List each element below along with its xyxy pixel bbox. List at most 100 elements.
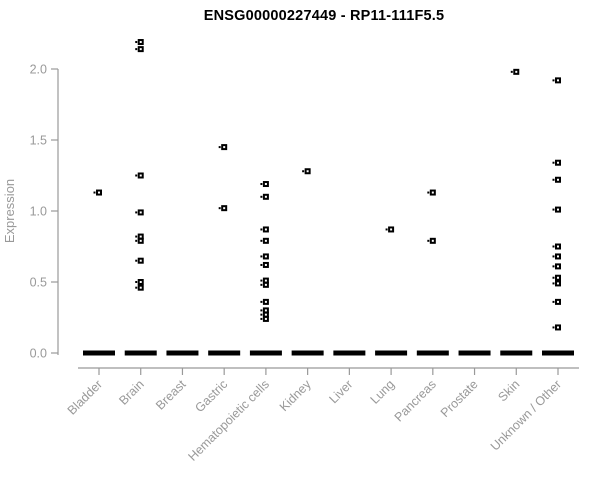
data-point — [302, 168, 311, 175]
x-category-label: Prostate — [438, 377, 481, 420]
data-point — [135, 237, 144, 244]
zero-cluster-dash — [249, 350, 282, 356]
data-point — [552, 298, 561, 305]
x-category-label: Brain — [116, 377, 147, 408]
zero-cluster-dash — [208, 350, 241, 356]
y-axis-title: Expression — [2, 179, 17, 243]
point-left-tick — [260, 195, 263, 198]
point-center — [223, 146, 226, 149]
point-center — [264, 300, 267, 303]
point-center — [557, 300, 559, 303]
point-center — [557, 161, 559, 164]
data-point — [260, 193, 269, 200]
data-point — [135, 172, 144, 179]
zero-cluster-dash — [375, 350, 408, 356]
point-center — [264, 279, 267, 282]
zero-cluster-dash — [333, 350, 366, 356]
zero-cluster-dash — [500, 350, 533, 356]
point-center — [264, 255, 267, 258]
data-point — [552, 243, 561, 250]
y-tick-label: 0.0 — [30, 347, 47, 361]
points-layer — [83, 39, 574, 356]
data-point — [260, 181, 269, 188]
point-left-tick — [135, 259, 138, 262]
point-center — [264, 313, 267, 316]
data-point — [260, 298, 269, 305]
point-left-tick — [260, 263, 263, 266]
point-center — [390, 228, 393, 231]
point-center — [139, 235, 142, 238]
point-left-tick — [552, 276, 555, 279]
data-point — [552, 263, 561, 270]
point-center — [139, 41, 142, 44]
data-point — [260, 226, 269, 233]
data-point — [135, 279, 144, 285]
point-center — [306, 170, 309, 173]
x-category-label: Bladder — [65, 377, 105, 417]
data-point — [552, 280, 561, 287]
point-left-tick — [260, 279, 263, 282]
point-center — [139, 211, 142, 214]
point-center — [431, 239, 434, 242]
data-point — [385, 226, 395, 233]
point-left-tick — [135, 41, 138, 44]
point-center — [557, 245, 559, 248]
point-left-tick — [552, 245, 555, 248]
x-category-label: Liver — [326, 377, 355, 406]
x-category-label: Breast — [153, 377, 189, 413]
point-left-tick — [135, 235, 138, 238]
data-point — [427, 189, 436, 196]
point-center — [557, 178, 559, 181]
point-left-tick — [260, 283, 263, 286]
point-left-tick — [218, 146, 221, 149]
data-point — [260, 311, 269, 318]
x-category-label: Skin — [495, 377, 522, 404]
point-left-tick — [552, 161, 555, 164]
data-point — [552, 324, 561, 331]
y-tick-label: 0.5 — [30, 276, 47, 290]
x-category-label: Hematopoietic cells — [185, 377, 272, 464]
point-left-tick — [135, 281, 138, 283]
point-left-tick — [302, 170, 305, 173]
point-left-tick — [260, 300, 263, 303]
data-point — [552, 274, 561, 281]
point-center — [139, 48, 142, 51]
point-center — [264, 228, 267, 231]
x-category-label: Pancreas — [392, 377, 439, 424]
data-point — [135, 257, 144, 264]
point-left-tick — [385, 228, 388, 231]
point-left-tick — [552, 300, 555, 303]
data-point — [260, 281, 269, 288]
chart-title: ENSG00000227449 - RP11-111F5.5 — [203, 8, 445, 24]
point-left-tick — [135, 239, 138, 242]
data-point — [218, 144, 228, 151]
data-point — [427, 237, 436, 244]
x-category-label: Gastric — [192, 377, 230, 415]
zero-cluster-dash — [416, 350, 449, 356]
y-tick-label: 2.0 — [30, 63, 47, 77]
y-tick-label: 1.0 — [30, 205, 47, 219]
point-left-tick — [135, 211, 138, 214]
axes-layer: 0.0 0.5 1.0 1.5 2.0 Bladder Brain Breast Gastric… — [30, 63, 579, 464]
point-center — [264, 309, 267, 312]
point-center — [557, 79, 559, 82]
point-center — [264, 183, 267, 186]
point-left-tick — [218, 207, 221, 210]
point-left-tick — [260, 228, 263, 231]
data-point — [552, 206, 561, 213]
zero-cluster-dash — [542, 350, 574, 356]
point-center — [557, 326, 559, 329]
point-left-tick — [552, 265, 555, 268]
point-center — [557, 265, 559, 268]
point-center — [557, 276, 559, 279]
data-point — [260, 261, 269, 268]
data-point — [135, 284, 144, 291]
point-center — [431, 191, 434, 194]
point-center — [264, 263, 267, 266]
point-left-tick — [260, 239, 263, 242]
point-left-tick — [260, 255, 263, 258]
point-center — [515, 70, 518, 73]
point-center — [139, 239, 142, 242]
data-point — [552, 253, 561, 260]
